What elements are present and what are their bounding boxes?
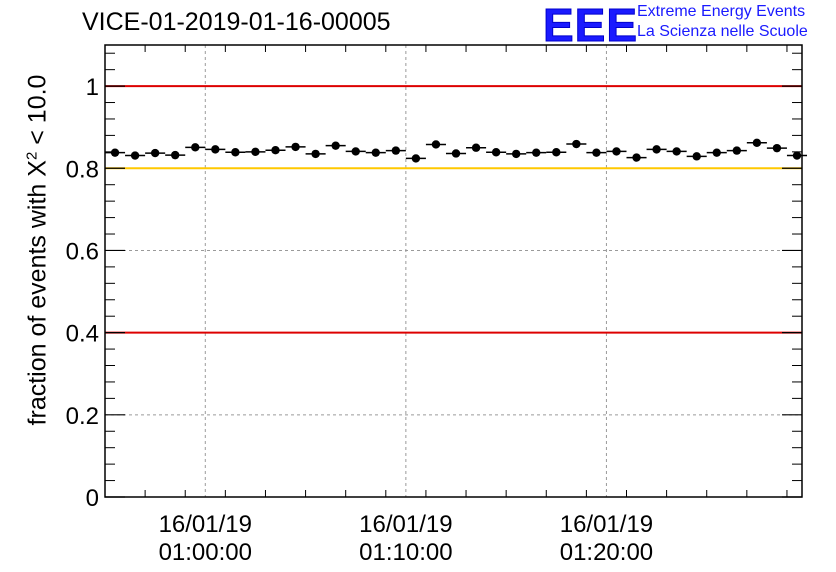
x-tick-time: 01:00:00 <box>159 539 252 566</box>
data-point <box>191 143 200 152</box>
data-point <box>491 148 501 157</box>
eee-logo: EEE <box>542 0 639 51</box>
data-point <box>532 148 541 157</box>
data-point <box>451 149 461 158</box>
x-tick-date: 16/01/19 <box>560 511 653 538</box>
y-tick-label: 0.8 <box>66 156 99 183</box>
data-point <box>130 151 140 160</box>
data-point <box>351 147 360 156</box>
data-point <box>692 152 701 161</box>
data-point <box>592 148 601 157</box>
data-point <box>150 148 160 158</box>
data-point <box>291 142 300 152</box>
data-point <box>171 150 180 160</box>
data-point <box>792 151 802 160</box>
logo-subtitle-2: La Scienza nelle Scuole <box>637 23 808 40</box>
data-point <box>772 143 782 153</box>
x-tick-time: 01:20:00 <box>560 539 653 566</box>
y-tick-label: 0 <box>86 485 99 512</box>
data-point <box>652 145 661 154</box>
data-point <box>251 147 260 157</box>
data-point <box>511 149 521 159</box>
data-point <box>471 143 481 152</box>
data-point <box>672 147 681 156</box>
y-tick-label: 0.6 <box>66 238 99 265</box>
data-point <box>712 148 721 157</box>
x-tick-date: 16/01/19 <box>359 511 452 538</box>
data-point <box>552 148 561 157</box>
x-tick-time: 01:10:00 <box>359 539 452 566</box>
plot-frame <box>104 44 803 498</box>
y-tick-label: 1 <box>86 74 99 101</box>
data-point <box>271 145 280 155</box>
data-point <box>311 149 320 159</box>
data-point <box>391 146 401 155</box>
logo-subtitle-1: Extreme Energy Events <box>637 3 806 20</box>
data-point <box>612 147 621 156</box>
data-point <box>371 148 380 157</box>
x-tick-date: 16/01/19 <box>159 511 252 538</box>
data-point <box>431 140 441 149</box>
data-point <box>231 148 240 157</box>
data-point <box>752 138 762 147</box>
data-point <box>732 146 742 155</box>
data-point <box>211 145 220 154</box>
data-point <box>572 139 581 149</box>
data-point <box>110 148 120 157</box>
y-tick-label: 0.4 <box>66 321 99 348</box>
chart-title: VICE-01-2019-01-16-00005 <box>82 8 391 36</box>
data-point <box>632 153 641 162</box>
data-point <box>411 154 421 163</box>
data-point <box>331 141 340 150</box>
y-tick-label: 0.2 <box>66 403 99 430</box>
